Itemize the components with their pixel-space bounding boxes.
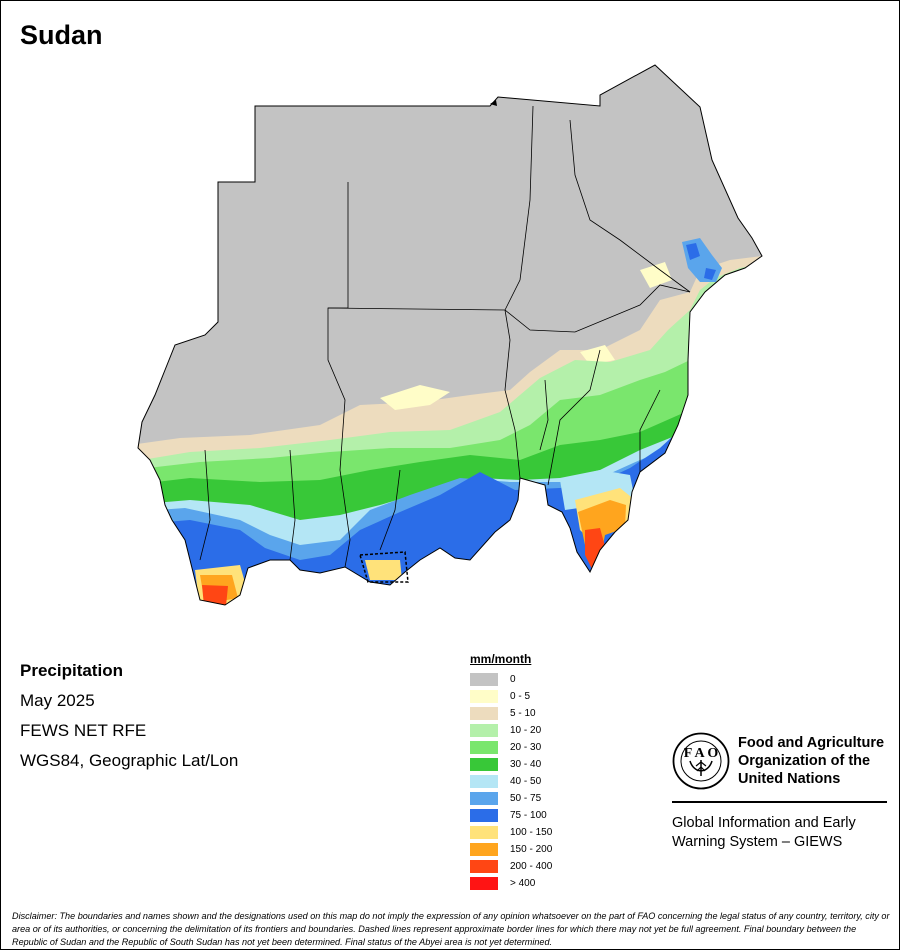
legend-title: mm/month bbox=[470, 652, 532, 666]
map-info: Precipitation May 2025 FEWS NET RFE WGS8… bbox=[20, 656, 238, 776]
map-title: Sudan bbox=[20, 20, 103, 50]
legend-swatch bbox=[470, 826, 498, 839]
legend-swatch bbox=[470, 809, 498, 822]
legend-item: 150 - 200 bbox=[470, 841, 552, 858]
legend-item: 10 - 20 bbox=[470, 722, 552, 739]
period-label: May 2025 bbox=[20, 691, 95, 710]
legend-swatch bbox=[470, 877, 498, 890]
fao-name-line: Organization of the bbox=[738, 753, 871, 769]
source-label: FEWS NET RFE bbox=[20, 721, 147, 740]
legend-swatch bbox=[470, 673, 498, 686]
legend: mm/month 0 0 - 5 5 - 10 10 - 20 20 - 30 30 - … bbox=[470, 652, 552, 892]
projection-label: WGS84, Geographic Lat/Lon bbox=[20, 751, 239, 770]
fao-name-line: United Nations bbox=[738, 771, 841, 787]
abyei-boundary bbox=[359, 551, 409, 583]
legend-label: 10 - 20 bbox=[510, 725, 542, 736]
legend-label: 200 - 400 bbox=[510, 861, 553, 872]
legend-label: 150 - 200 bbox=[510, 844, 553, 855]
zone-0-5 bbox=[380, 262, 672, 410]
fao-name-line: Food and Agriculture bbox=[738, 735, 885, 751]
legend-item: 100 - 150 bbox=[470, 824, 552, 841]
legend-swatch bbox=[470, 724, 498, 737]
disclaimer: Disclaimer: The boundaries and names sho… bbox=[12, 911, 890, 947]
fao-name: Food and Agriculture Organization of the… bbox=[738, 734, 884, 788]
legend-item: 40 - 50 bbox=[470, 773, 552, 790]
legend-label: 0 - 5 bbox=[510, 691, 531, 702]
zone-abyei-100-150 bbox=[365, 560, 402, 580]
legend-swatch bbox=[470, 860, 498, 873]
legend-label: 75 - 100 bbox=[510, 810, 547, 821]
legend-swatch bbox=[470, 707, 498, 720]
legend-label: 50 - 75 bbox=[510, 793, 542, 804]
legend-item: 30 - 40 bbox=[470, 756, 552, 773]
variable-label: Precipitation bbox=[20, 661, 123, 680]
giews-line: Global Information and Early bbox=[672, 815, 856, 831]
legend-swatch bbox=[470, 792, 498, 805]
legend-item: 200 - 400 bbox=[470, 858, 552, 875]
state-boundaries bbox=[199, 105, 691, 568]
zone-se-200-400 bbox=[585, 528, 606, 575]
legend-item: 0 - 5 bbox=[470, 688, 552, 705]
svg-text:F A O: F A O bbox=[684, 746, 719, 761]
legend-label: 5 - 10 bbox=[510, 708, 536, 719]
legend-item: > 400 bbox=[470, 875, 552, 892]
legend-swatch bbox=[470, 690, 498, 703]
zone-sw-200-400 bbox=[202, 585, 228, 605]
legend-label: 20 - 30 bbox=[510, 742, 542, 753]
giews-line: Warning System – GIEWS bbox=[672, 834, 843, 850]
island bbox=[490, 100, 497, 106]
precipitation-map bbox=[137, 64, 763, 606]
legend-label: 0 bbox=[510, 674, 516, 685]
fao-emblem-icon: F A O bbox=[672, 732, 730, 790]
legend-item: 5 - 10 bbox=[470, 705, 552, 722]
legend-swatch bbox=[470, 758, 498, 771]
legend-label: 40 - 50 bbox=[510, 776, 542, 787]
legend-label: > 400 bbox=[510, 878, 536, 889]
divider bbox=[672, 801, 887, 803]
legend-label: 100 - 150 bbox=[510, 827, 553, 838]
giews-name: Global Information and Early Warning Sys… bbox=[672, 814, 856, 852]
legend-rows: 0 0 - 5 5 - 10 10 - 20 20 - 30 30 - 40 40 - 50… bbox=[470, 671, 552, 892]
legend-label: 30 - 40 bbox=[510, 759, 542, 770]
zone-ne-dark bbox=[686, 243, 716, 280]
legend-item: 20 - 30 bbox=[470, 739, 552, 756]
legend-item: 0 bbox=[470, 671, 552, 688]
legend-swatch bbox=[470, 775, 498, 788]
legend-item: 50 - 75 bbox=[470, 790, 552, 807]
legend-swatch bbox=[470, 741, 498, 754]
legend-swatch bbox=[470, 843, 498, 856]
legend-item: 75 - 100 bbox=[470, 807, 552, 824]
